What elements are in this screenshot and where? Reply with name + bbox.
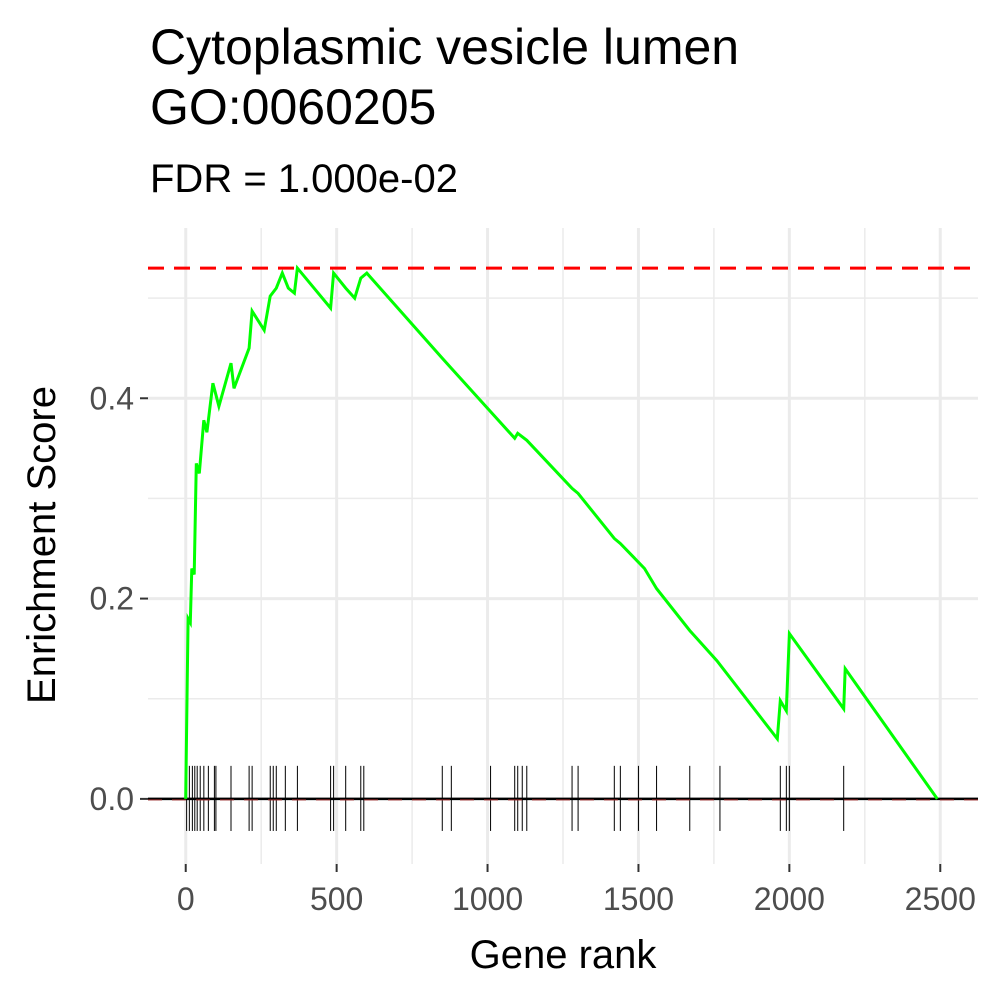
y-tick-label: 0.4 (90, 380, 134, 416)
x-tick-label: 1000 (452, 881, 523, 917)
x-tick-label: 2500 (905, 881, 976, 917)
y-axis-label: Enrichment Score (20, 386, 64, 704)
x-tick-label: 2000 (754, 881, 825, 917)
curve-group (184, 264, 939, 800)
chart-subtitle: FDR = 1.000e-02 (150, 157, 458, 201)
enrichment-curve (184, 264, 939, 800)
y-tick-label: 0.2 (90, 581, 134, 617)
chart-title-line-2: GO:0060205 (150, 79, 437, 135)
y-tick-label: 0.0 (90, 781, 134, 817)
grid (148, 228, 978, 864)
zero-line-group (148, 797, 978, 801)
x-axis-label: Gene rank (470, 933, 658, 977)
chart-title-line-1: Cytoplasmic vesicle lumen (150, 19, 740, 75)
axes: 0 500 1000 1500 2000 2500 0.0 0.2 0.4 (90, 380, 976, 917)
x-tick-label: 0 (177, 881, 195, 917)
x-tick-label: 1500 (603, 881, 674, 917)
x-tick-label: 500 (310, 881, 363, 917)
